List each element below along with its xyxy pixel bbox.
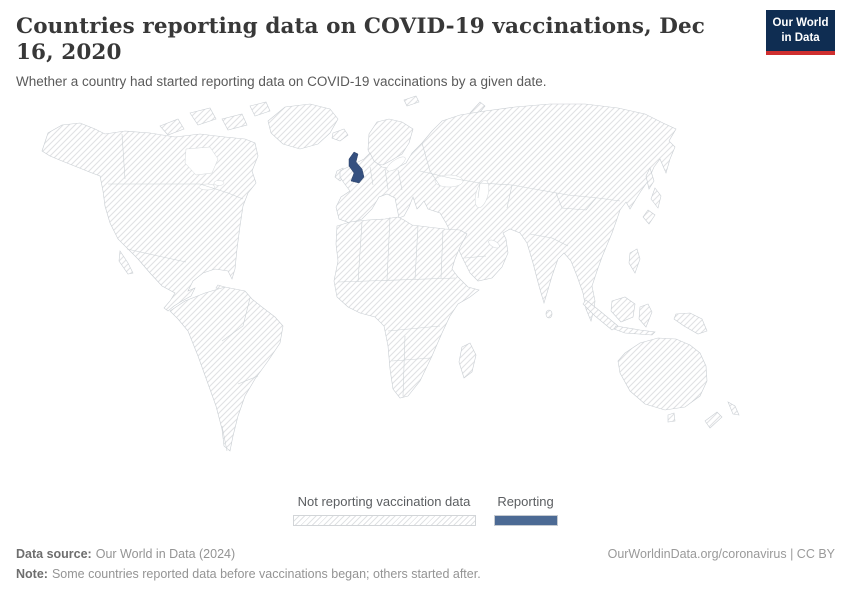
- footer-note-row: Note: Some countries reported data before…: [16, 566, 835, 583]
- owid-logo-line1: Our World: [772, 17, 829, 29]
- map-region-eurasia[interactable]: [335, 103, 677, 322]
- world-map[interactable]: [0, 85, 850, 497]
- map-region-borneo[interactable]: [610, 296, 636, 323]
- map-region-new-zealand[interactable]: [704, 401, 740, 429]
- map-region-south-america[interactable]: [169, 286, 284, 452]
- footer-source: Data source: Our World in Data (2024): [16, 546, 235, 563]
- legend-label-not-reporting: Not reporting vaccination data: [297, 494, 471, 509]
- owid-logo-line2: in Data: [781, 31, 820, 44]
- map-island-sri-lanka[interactable]: [545, 309, 553, 319]
- map-region-java[interactable]: [613, 325, 656, 336]
- caspian-sea: [474, 180, 490, 208]
- hudson-bay: [184, 146, 219, 176]
- footer: Data source: Our World in Data (2024) Our…: [16, 546, 835, 583]
- footer-note-label: Note:: [16, 567, 48, 581]
- legend-swatch-not-reporting: [292, 515, 476, 526]
- legend-swatch-reporting: [493, 515, 558, 526]
- page-subtitle: Whether a country had started reporting …: [16, 73, 547, 89]
- map-region-sulawesi[interactable]: [638, 303, 653, 328]
- world-map-svg: [41, 95, 740, 452]
- great-lakes: [198, 183, 216, 191]
- footer-note: Note: Some countries reported data before…: [16, 566, 481, 583]
- map-legend: Not reporting vaccination data Reporting: [0, 494, 850, 526]
- map-region-australia[interactable]: [617, 337, 708, 411]
- map-region-svalbard[interactable]: [403, 95, 420, 107]
- black-sea: [434, 174, 464, 188]
- map-region-arctic-islands[interactable]: [159, 101, 271, 136]
- map-region-scandinavia[interactable]: [367, 118, 414, 166]
- owid-logo-stripe: [766, 50, 835, 55]
- footer-source-row: Data source: Our World in Data (2024) Our…: [16, 546, 835, 563]
- map-region-africa[interactable]: [333, 216, 480, 399]
- map-region-philippines[interactable]: [628, 248, 641, 274]
- map-region-north-america[interactable]: [41, 122, 259, 312]
- footer-link[interactable]: OurWorldinData.org/coronavirus | CC BY: [607, 547, 835, 561]
- footer-source-label: Data source:: [16, 547, 92, 561]
- legend-item-not-reporting[interactable]: Not reporting vaccination data: [292, 494, 476, 526]
- map-region-madagascar[interactable]: [458, 342, 477, 379]
- legend-label-reporting: Reporting: [497, 494, 554, 509]
- map-region-greenland[interactable]: [267, 103, 339, 150]
- map-region-iceland[interactable]: [331, 128, 349, 142]
- page-title: Countries reporting data on COVID-19 vac…: [16, 14, 706, 65]
- map-region-sumatra[interactable]: [582, 299, 619, 331]
- map-region-new-guinea[interactable]: [673, 312, 708, 335]
- legend-item-reporting[interactable]: Reporting: [493, 494, 558, 526]
- persian-gulf: [488, 239, 500, 249]
- owid-logo[interactable]: Our World in Data: [766, 10, 835, 55]
- map-region-japan[interactable]: [642, 187, 662, 225]
- great-lakes-east: [213, 180, 225, 186]
- baltic-sea: [386, 156, 406, 172]
- map-region-baja[interactable]: [118, 250, 134, 275]
- map-region-tasmania[interactable]: [667, 412, 676, 423]
- footer-note-text: Some countries reported data before vacc…: [51, 567, 481, 581]
- footer-source-text: Our World in Data (2024): [95, 547, 236, 561]
- header: Countries reporting data on COVID-19 vac…: [16, 14, 750, 89]
- map-country-united-kingdom[interactable]: [348, 151, 365, 184]
- map-region-sakhalin[interactable]: [645, 167, 655, 190]
